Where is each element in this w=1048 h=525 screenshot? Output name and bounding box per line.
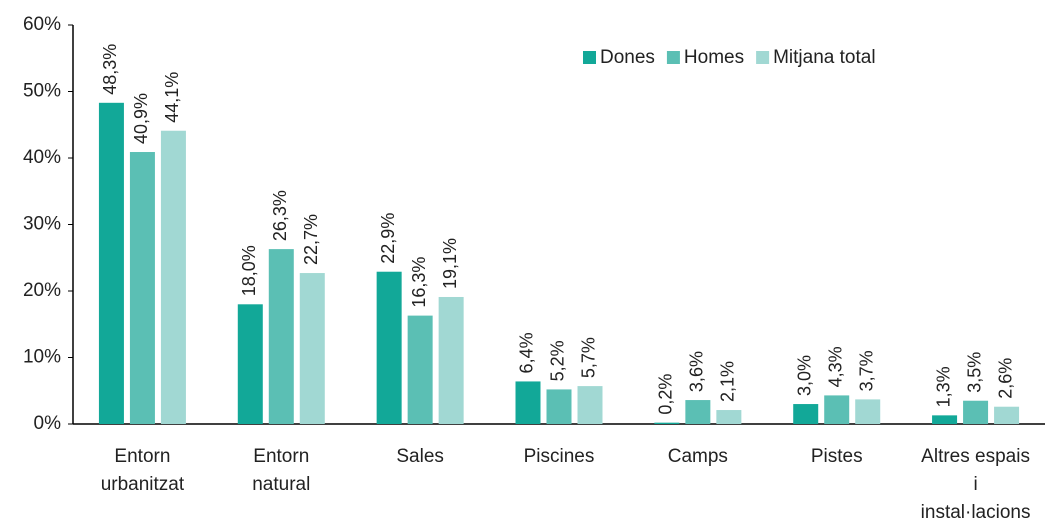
value-label: 18,0% (239, 245, 259, 296)
bar (237, 304, 263, 424)
value-label: 1,3% (933, 366, 953, 407)
x-tick-label: Sales (396, 446, 444, 467)
bar (716, 410, 742, 424)
bar (546, 389, 572, 424)
value-label: 40,9% (131, 93, 151, 144)
bar (129, 152, 155, 424)
bar (685, 400, 711, 424)
value-label: 16,3% (409, 257, 429, 308)
bar (376, 271, 402, 424)
value-label: 5,7% (579, 337, 599, 378)
y-tick-label: 20% (23, 280, 61, 301)
bar (160, 130, 186, 425)
bar (268, 249, 294, 424)
x-tick-label: Pistes (811, 446, 863, 467)
bar (515, 381, 541, 424)
legend-label: Dones (600, 47, 655, 68)
x-tick-label: Piscines (524, 446, 595, 467)
bar (654, 422, 680, 424)
bar (438, 296, 464, 424)
bar (963, 400, 989, 424)
legend-label: Homes (684, 47, 744, 68)
y-tick-label: 10% (23, 347, 61, 368)
value-label: 2,6% (995, 358, 1015, 399)
legend-swatch (666, 51, 680, 64)
legend-label: Mitjana total (773, 47, 875, 68)
value-label: 3,6% (687, 351, 707, 392)
value-label: 3,5% (964, 352, 984, 393)
bar (824, 395, 850, 424)
value-label: 48,3% (100, 44, 120, 95)
bar (855, 399, 881, 424)
y-tick-label: 30% (23, 214, 61, 235)
y-tick-label: 60% (23, 14, 61, 35)
x-tick-label: Entorn urbanitzat (101, 446, 185, 495)
y-tick-label: 50% (23, 81, 61, 102)
y-tick-label: 40% (23, 147, 61, 168)
value-label: 6,4% (517, 332, 537, 373)
legend-swatch (583, 51, 596, 64)
value-label: 22,9% (378, 213, 398, 264)
value-label: 44,1% (162, 72, 182, 123)
legend-swatch (756, 51, 770, 64)
x-tick-label: Altres espais i instal·lacions (921, 446, 1031, 523)
bar (577, 386, 603, 424)
y-tick-label: 0% (34, 413, 62, 434)
value-label: 26,3% (270, 190, 290, 241)
bar (407, 315, 433, 424)
value-label: 19,1% (440, 238, 460, 289)
value-label: 2,1% (718, 361, 738, 402)
value-label: 4,3% (825, 346, 845, 387)
value-label: 0,2% (656, 374, 676, 415)
bar (793, 404, 819, 424)
x-tick-label: Entorn natural (252, 446, 310, 495)
bar (98, 102, 124, 425)
value-label: 5,2% (548, 340, 568, 381)
value-label: 22,7% (301, 214, 321, 265)
x-tick-label: Camps (668, 446, 728, 467)
bar (932, 415, 958, 424)
bar (299, 273, 325, 424)
bar (994, 406, 1020, 424)
value-label: 3,7% (856, 350, 876, 391)
value-label: 3,0% (794, 355, 814, 396)
